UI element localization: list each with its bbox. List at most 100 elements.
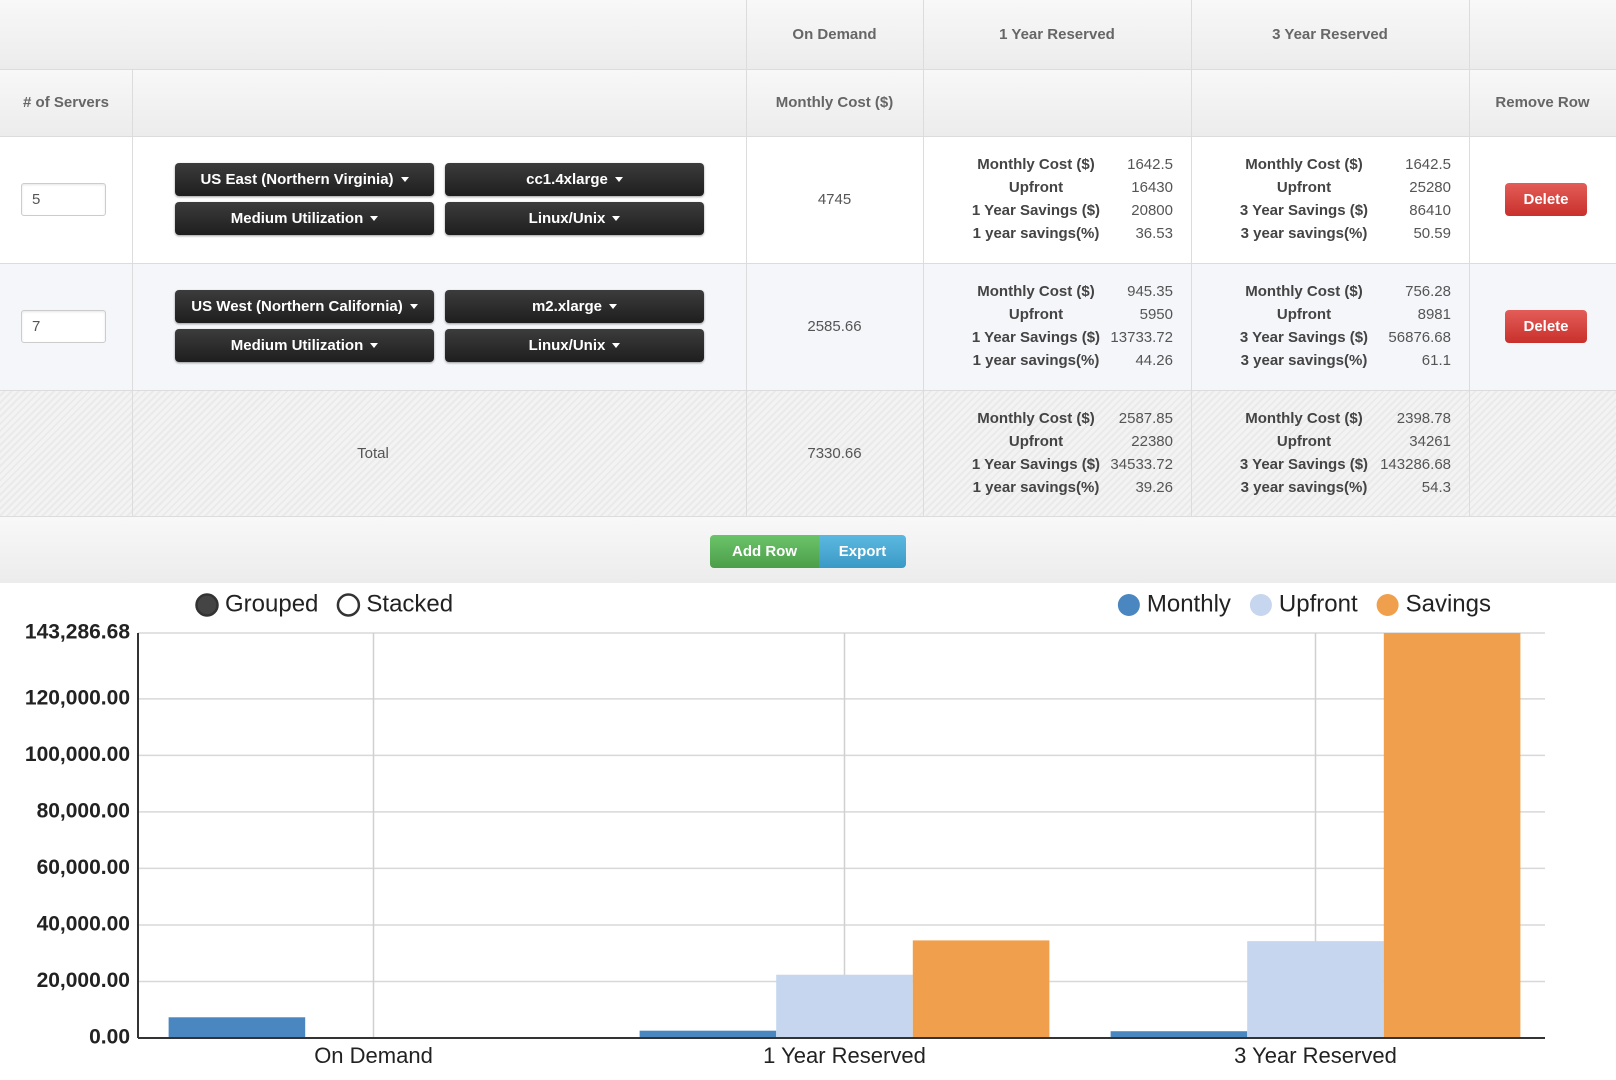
legend-label[interactable]: Monthly <box>1147 590 1231 617</box>
x-tick-label: 3 Year Reserved <box>1234 1043 1397 1068</box>
reserved-label: 1 Year Savings ($) <box>971 328 1101 346</box>
add-row-button[interactable]: Add Row <box>710 535 819 568</box>
reserved-value: 50.59 <box>1413 224 1451 242</box>
reserved-value: 13733.72 <box>1110 328 1173 346</box>
bar <box>776 974 913 1038</box>
reserved-value: 34261 <box>1409 433 1451 451</box>
export-button[interactable]: Export <box>819 535 906 568</box>
bar <box>1110 1031 1248 1038</box>
column-divider <box>1191 0 1192 516</box>
reserved-value: 756.28 <box>1405 283 1451 301</box>
column-header: Remove Row <box>1495 94 1590 111</box>
total-row <box>0 390 1616 516</box>
bar <box>1383 633 1521 1038</box>
reserved-label: 1 year savings(%) <box>972 224 1100 242</box>
reserved-label: Upfront <box>1008 433 1064 451</box>
table-row <box>0 263 1616 390</box>
y-tick-label: 143,286.68 <box>25 621 130 644</box>
total-on-demand: 7330.66 <box>807 444 862 462</box>
region-dropdown[interactable]: US West (Northern California) <box>175 290 434 323</box>
legend-swatch <box>1117 594 1140 616</box>
utilization-dropdown[interactable]: Medium Utilization <box>175 329 434 362</box>
bar <box>1247 941 1384 1038</box>
reserved-label: Monthly Cost ($) <box>977 283 1095 301</box>
column-divider <box>1469 0 1470 516</box>
delete-button[interactable]: Delete <box>1505 310 1587 343</box>
total-label: Total <box>357 444 389 462</box>
mode-radio[interactable] <box>336 593 361 617</box>
instance-text: m2.xlarge <box>531 298 603 315</box>
mode-label[interactable]: Stacked <box>366 590 453 617</box>
y-tick-label: 100,000.00 <box>25 743 130 766</box>
reserved-value: 56876.68 <box>1388 328 1451 346</box>
reserved-label: 3 Year Savings ($) <box>1239 455 1369 473</box>
reserved-value: 2587.85 <box>1118 410 1173 428</box>
reserved-label: 1 year savings(%) <box>972 351 1100 369</box>
mode-radio[interactable] <box>195 593 219 617</box>
os-text: Linux/Unix <box>528 337 606 354</box>
reserved-value: 20800 <box>1131 201 1173 219</box>
reserved-label: 1 year savings(%) <box>972 478 1100 496</box>
instance-dropdown[interactable]: cc1.4xlarge <box>445 163 704 196</box>
reserved-value: 61.1 <box>1421 351 1451 369</box>
reserved-label: Monthly Cost ($) <box>977 410 1095 428</box>
header-row <box>0 0 1616 69</box>
y-tick-label: 60,000.00 <box>37 856 130 879</box>
reserved-label: Upfront <box>1008 179 1064 197</box>
reserved-value: 2398.78 <box>1396 410 1451 428</box>
legend-label[interactable]: Savings <box>1406 590 1491 617</box>
column-header: Monthly Cost ($) <box>775 94 894 111</box>
y-tick-label: 80,000.00 <box>37 799 130 822</box>
reserved-label: Monthly Cost ($) <box>1245 283 1363 301</box>
reserved-value: 1642.5 <box>1405 156 1451 174</box>
reserved-label: 3 Year Savings ($) <box>1239 328 1369 346</box>
reserved-label: Upfront <box>1276 179 1332 197</box>
row-divider <box>0 516 1616 517</box>
instance-dropdown[interactable]: m2.xlarge <box>445 290 704 323</box>
reserved-value: 8981 <box>1417 306 1451 324</box>
server-count-input[interactable]: 5 <box>21 183 106 216</box>
row-divider <box>0 136 1616 137</box>
utilization-dropdown[interactable]: Medium Utilization <box>175 202 434 235</box>
on-demand-cost: 2585.66 <box>807 317 862 335</box>
os-dropdown[interactable]: Linux/Unix <box>445 202 704 235</box>
os-dropdown[interactable]: Linux/Unix <box>445 329 704 362</box>
bar <box>168 1017 306 1038</box>
bar <box>639 1030 777 1038</box>
reserved-label: Monthly Cost ($) <box>1245 410 1363 428</box>
y-tick-label: 120,000.00 <box>25 686 130 709</box>
cost-table: On Demand 1 Year Reserved 3 Year Reserved #… <box>0 0 1616 583</box>
reserved-label: Monthly Cost ($) <box>1245 156 1363 174</box>
chart: 0.00 20,000.00 40,000.00 60,000.00 80,000.00… <box>25 590 1545 1068</box>
server-count-input[interactable]: 7 <box>21 310 106 343</box>
column-divider <box>132 69 133 516</box>
reserved-value: 36.53 <box>1135 224 1173 242</box>
region-dropdown[interactable]: US East (Northern Virginia) <box>175 163 434 196</box>
utilization-text: Medium Utilization <box>230 337 364 354</box>
reserved-value: 25280 <box>1409 179 1451 197</box>
column-group-header: 1 Year Reserved <box>999 26 1115 43</box>
row-divider <box>0 69 1616 70</box>
reserved-value: 44.26 <box>1135 351 1173 369</box>
x-tick-label: 1 Year Reserved <box>763 1043 926 1068</box>
y-tick-label: 20,000.00 <box>37 969 130 992</box>
os-text: Linux/Unix <box>528 210 606 227</box>
column-group-header: 3 Year Reserved <box>1272 26 1388 43</box>
on-demand-cost: 4745 <box>817 190 852 208</box>
column-header: # of Servers <box>23 94 109 111</box>
reserved-label: Upfront <box>1008 306 1064 324</box>
reserved-label: Upfront <box>1276 433 1332 451</box>
reserved-value: 86410 <box>1409 201 1451 219</box>
row-divider <box>0 390 1616 391</box>
bar <box>912 940 1050 1038</box>
reserved-value: 22380 <box>1131 433 1173 451</box>
mode-label[interactable]: Grouped <box>225 590 318 617</box>
delete-button[interactable]: Delete <box>1505 183 1587 216</box>
legend-label[interactable]: Upfront <box>1279 590 1358 617</box>
column-divider <box>923 0 924 516</box>
reserved-value: 945.35 <box>1127 283 1173 301</box>
reserved-label: 3 year savings(%) <box>1240 224 1368 242</box>
reserved-value: 16430 <box>1131 179 1173 197</box>
reserved-value: 39.26 <box>1135 478 1173 496</box>
header-row <box>0 69 1616 136</box>
